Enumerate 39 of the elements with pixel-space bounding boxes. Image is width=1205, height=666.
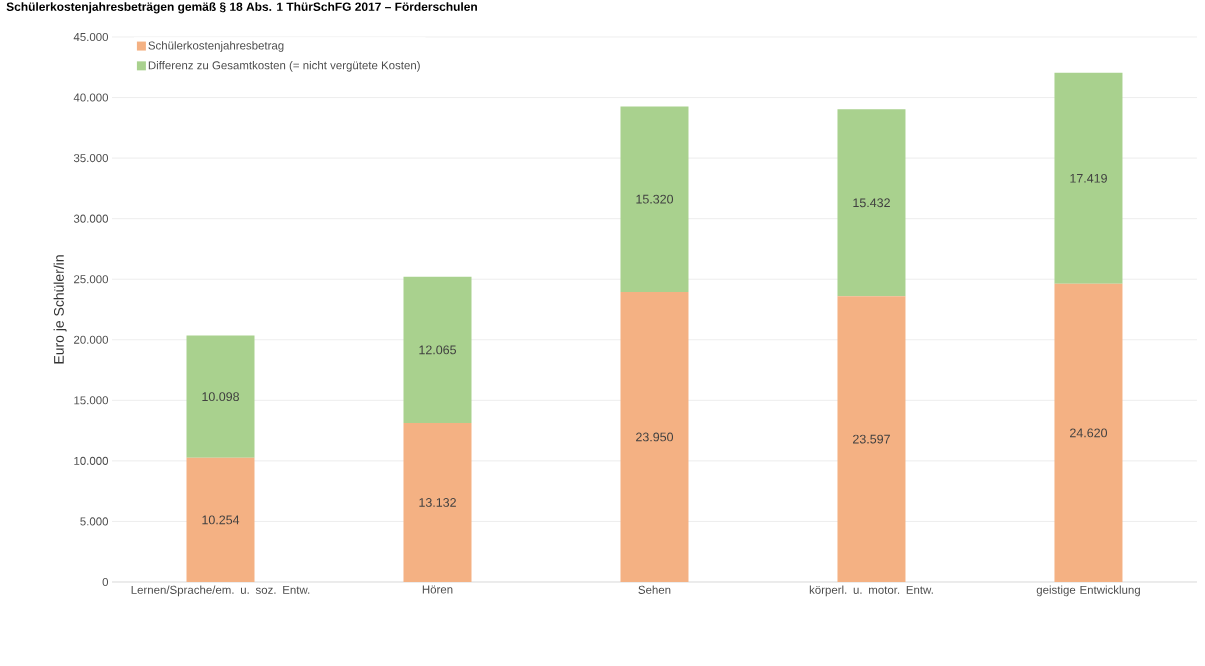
- y-axis-title: Euro je Schüler/in: [53, 255, 67, 364]
- bar: [837, 296, 906, 582]
- y-tick-label: 45.000: [73, 32, 109, 42]
- y-tick-label: 30.000: [73, 214, 109, 223]
- x-tick-label: geistige Entwicklung: [1036, 585, 1140, 597]
- data-label: 13.132: [419, 498, 456, 507]
- legend-label: Differenz zu Gesamtkosten (= nicht vergütete Kosten): [148, 60, 420, 72]
- bar: [403, 276, 472, 423]
- y-tick-label: 25.000: [74, 275, 109, 284]
- y-tick-label: 5.000: [80, 517, 109, 526]
- bar: [837, 109, 906, 297]
- data-label: 12.065: [419, 345, 457, 355]
- y-tick-label: 15.000: [74, 396, 109, 405]
- bar: [620, 106, 689, 292]
- x-tick-label: Sehen: [638, 585, 671, 594]
- y-tick-label: 0: [102, 577, 109, 587]
- data-label: 23.950: [636, 432, 674, 442]
- bar: [186, 457, 255, 582]
- x-tick-label: Hören: [422, 585, 453, 594]
- y-tick-label: 20.000: [74, 335, 109, 344]
- bar: [1054, 72, 1123, 284]
- y-tick-label: 40.000: [73, 93, 109, 102]
- bar: [403, 422, 472, 582]
- data-label: 10.254: [202, 515, 240, 525]
- data-label: 17.419: [1070, 173, 1107, 183]
- data-label: 15.320: [636, 194, 674, 204]
- bar: [620, 291, 689, 582]
- bar: [186, 335, 255, 458]
- legend-label: Schülerkostenjahresbetrag: [148, 41, 284, 52]
- data-label: 23.597: [853, 434, 890, 444]
- data-label: 15.432: [853, 198, 890, 208]
- chart-title: Schülerkostenjahresbeträgen gemäß § 18 Abs. 1 ThürSchFG 2017 – Förderschulen: [6, 2, 477, 14]
- data-label: 24.620: [1070, 428, 1108, 438]
- y-tick-label: 10.000: [74, 456, 109, 465]
- x-tick-label: körperl. u. motor. Entw.: [809, 585, 933, 597]
- data-label: 10.098: [202, 392, 240, 402]
- y-tick-label: 35.000: [73, 154, 109, 163]
- x-tick-label: Lernen/Sprache/em. u. soz. Entw.: [131, 585, 310, 597]
- bar: [1054, 283, 1123, 582]
